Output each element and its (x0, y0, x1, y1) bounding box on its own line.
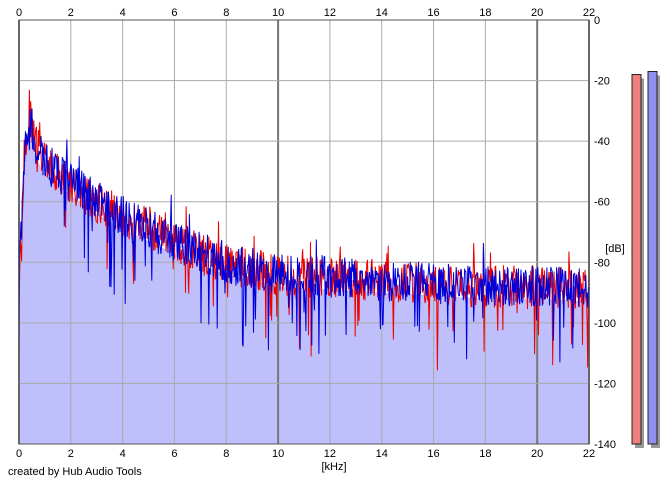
y-tick-label: 0 (594, 15, 600, 27)
x-tick-label-bottom: 0 (16, 448, 22, 460)
x-tick-label-bottom: 18 (479, 448, 491, 460)
plot-frame (18, 19, 590, 445)
x-tick-label-top: 14 (376, 7, 388, 19)
x-tick-label-top: 2 (68, 7, 74, 19)
x-tick-label-top: 18 (479, 7, 491, 19)
x-tick-label-top: 12 (324, 7, 336, 19)
level-meter-left (631, 74, 642, 445)
x-tick-label-bottom: 10 (272, 448, 284, 460)
x-tick-label-top: 10 (272, 7, 284, 19)
y-tick-label: -120 (594, 378, 616, 390)
x-tick-label-bottom: 22 (583, 448, 595, 460)
x-tick-label-bottom: 14 (376, 448, 388, 460)
x-tick-label-bottom: 12 (324, 448, 336, 460)
x-axis-title: [kHz] (321, 461, 346, 473)
level-meter-right (647, 70, 658, 445)
y-tick-label: -80 (594, 257, 610, 269)
y-tick-label: -20 (594, 76, 610, 88)
x-tick-label-top: 22 (583, 7, 595, 19)
x-tick-label-top: 8 (223, 7, 229, 19)
y-tick-label: -40 (594, 136, 610, 148)
x-tick-label-bottom: 8 (223, 448, 229, 460)
x-tick-label-top: 6 (171, 7, 177, 19)
x-tick-label-bottom: 4 (120, 448, 126, 460)
x-tick-label-top: 0 (16, 7, 22, 19)
y-tick-label: -140 (594, 439, 616, 451)
y-tick-label: -100 (594, 318, 616, 330)
x-tick-label-bottom: 20 (531, 448, 543, 460)
spectrum-fill (19, 123, 589, 444)
x-tick-label-top: 20 (531, 7, 543, 19)
x-tick-label-bottom: 6 (171, 448, 177, 460)
x-tick-label-top: 16 (427, 7, 439, 19)
y-tick-label: -60 (594, 197, 610, 209)
x-tick-label-bottom: 2 (68, 448, 74, 460)
x-tick-label-top: 4 (120, 7, 126, 19)
y-axis-title: [dB] (605, 243, 625, 255)
right-channel-line (18, 108, 590, 363)
credit-text: created by Hub Audio Tools (8, 466, 142, 478)
x-tick-label-bottom: 16 (427, 448, 439, 460)
